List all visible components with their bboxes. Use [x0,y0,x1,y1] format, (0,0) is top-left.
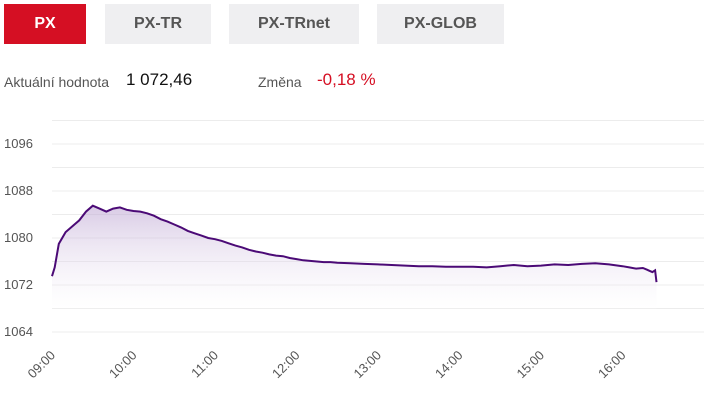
current-value-label: Aktuální hodnota [4,74,110,90]
change-label: Změna [258,74,302,90]
y-tick-label: 1080 [4,230,33,245]
y-tick-label: 1088 [4,183,33,198]
x-tick-label: 16:00 [595,348,629,382]
x-tick-label: 12:00 [269,348,303,382]
tab-px-glob[interactable]: PX-GLOB [377,4,504,44]
x-tick-label: 09:00 [25,348,59,382]
y-tick-label: 1096 [4,136,33,151]
x-axis: 09:00 10:00 11:00 12:00 13:00 14:00 15:00 16:00 [25,348,629,382]
change-value: -0,18 % [317,70,376,89]
area-fill [52,205,657,309]
x-tick-label: 14:00 [432,348,466,382]
tab-px-tr[interactable]: PX-TR [105,4,211,44]
y-axis: 1096 1088 1080 1072 1064 [4,136,33,339]
y-tick-label: 1072 [4,277,33,292]
y-tick-label: 1064 [4,324,33,339]
index-chart: 1096 1088 1080 1072 1064 09:00 10:00 11:00 12:0… [4,120,704,382]
x-tick-label: 13:00 [351,348,385,382]
current-value: 1 072,46 [126,70,193,89]
x-tick-label: 10:00 [106,348,140,382]
x-tick-label: 15:00 [514,348,548,382]
tab-px-trnet[interactable]: PX-TRnet [229,4,359,44]
series-line [51,204,658,283]
x-tick-label: 11:00 [188,348,221,381]
tab-px[interactable]: PX [4,4,86,44]
